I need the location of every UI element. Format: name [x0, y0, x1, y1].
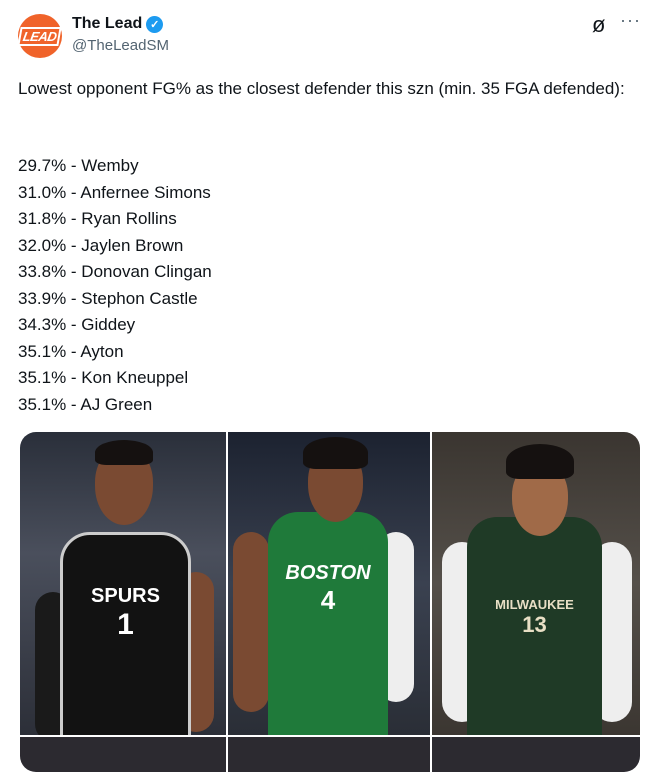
jersey-number: 13	[522, 612, 547, 637]
jersey-number: 1	[117, 608, 134, 641]
list-item: 33.9% - Stephon Castle	[18, 288, 198, 308]
photo-row2-2[interactable]	[228, 737, 430, 772]
grok-icon[interactable]: ø	[592, 12, 606, 37]
list-item: 29.7% - Wemby	[18, 156, 139, 175]
author-name-row[interactable]: The Lead ✓	[72, 15, 164, 33]
list-item: 31.0% - Anfernee Simons	[18, 182, 211, 202]
jersey-team: MILWAUKEE	[495, 597, 574, 612]
author-name[interactable]: The Lead	[72, 15, 143, 32]
photo-wemby[interactable]: SPURS 1	[20, 432, 226, 735]
jersey-team: BOSTON	[285, 562, 371, 584]
photo-row2-3[interactable]	[432, 737, 640, 772]
author-handle[interactable]: @TheLeadSM	[72, 37, 169, 54]
photo-green[interactable]: MILWAUKEE 13	[432, 432, 640, 735]
list-item: 33.8% - Donovan Clingan	[18, 262, 212, 281]
more-icon[interactable]: ···	[620, 10, 641, 30]
jersey-number: 4	[320, 585, 336, 615]
list-item: 31.8% - Ryan Rollins	[18, 209, 177, 228]
list-item: 35.1% - AJ Green	[18, 394, 153, 414]
media-grid[interactable]: SPURS 1 BOSTON 4 MILWAUKEE 13	[20, 432, 640, 772]
list-item: 32.0% - Jaylen Brown	[18, 235, 184, 255]
list-item: 35.1% - Ayton	[18, 341, 124, 361]
avatar[interactable]: LEAD	[17, 14, 63, 58]
photo-brown[interactable]: BOSTON 4	[228, 432, 430, 735]
verified-badge-icon: ✓	[146, 15, 164, 33]
avatar-logo-text: LEAD	[17, 26, 63, 46]
photo-row2-1[interactable]	[20, 737, 226, 772]
tweet-list: 29.7% - Wemby 31.0% - Anfernee Simons 31…	[18, 153, 212, 418]
jersey-team: SPURS	[91, 585, 160, 607]
tweet-intro: Lowest opponent FG% as the closest defen…	[18, 79, 625, 98]
list-item: 34.3% - Giddey	[18, 315, 136, 334]
list-item: 35.1% - Kon Kneuppel	[18, 368, 189, 387]
